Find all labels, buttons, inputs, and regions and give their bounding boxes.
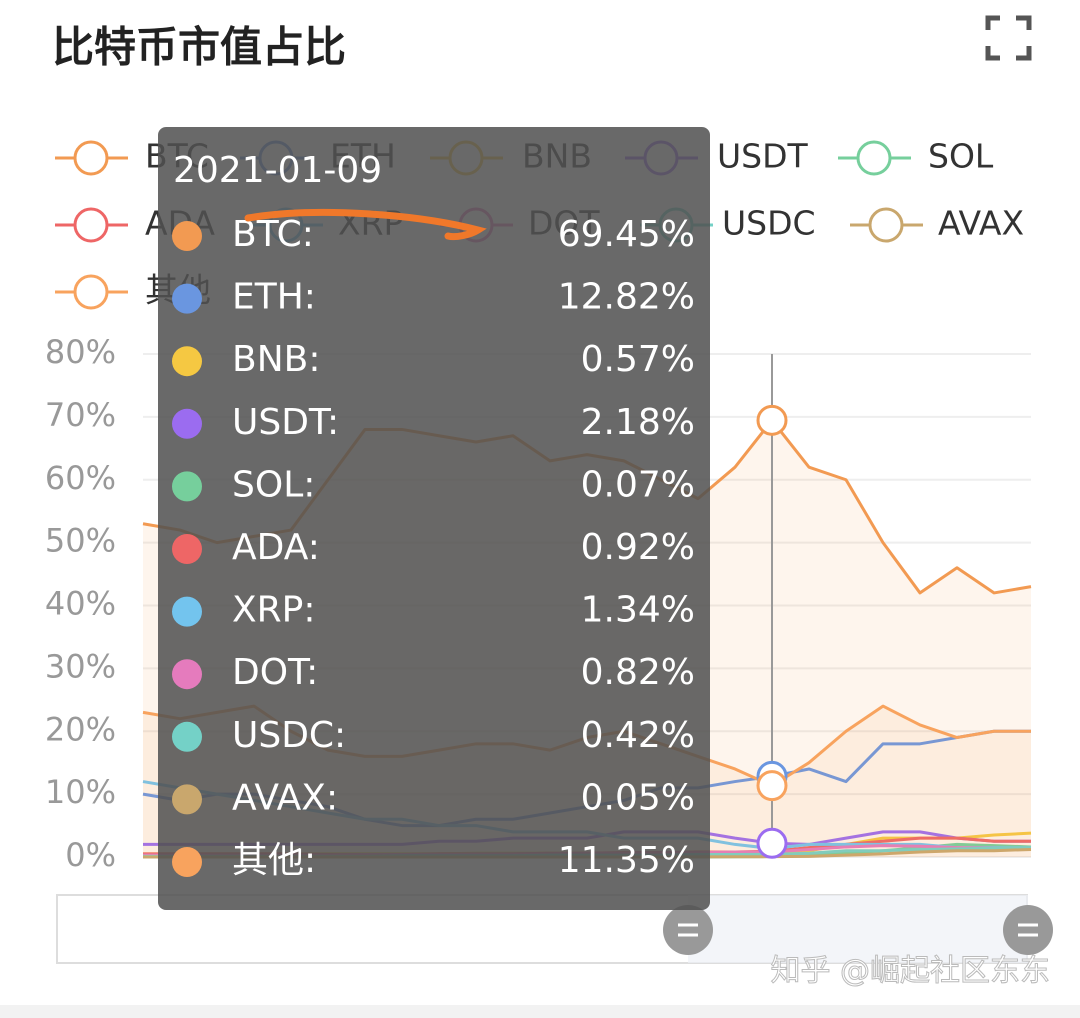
tooltip-value: 0.82% <box>581 652 695 693</box>
tooltip-label: SOL: <box>232 464 315 505</box>
highlight-point <box>756 827 788 859</box>
zoom-window[interactable] <box>688 895 1028 963</box>
legend-marker <box>73 207 109 243</box>
pen-scribble <box>244 208 487 241</box>
tooltip-label: BTC: <box>232 214 314 255</box>
tooltip-dot <box>172 283 202 314</box>
tooltip-label: BNB: <box>232 339 320 380</box>
highlight-point <box>756 770 788 802</box>
tooltip-value: 0.07% <box>581 464 695 505</box>
y-tick-label: 50% <box>45 522 116 560</box>
page-title: 比特币市值占比 <box>52 23 346 72</box>
tooltip-dot <box>172 784 202 815</box>
legend-marker <box>73 140 109 176</box>
tooltip-dot <box>172 596 202 627</box>
zoom-handle[interactable] <box>663 905 713 955</box>
legend-label: SOL <box>928 137 994 176</box>
y-tick-label: 80% <box>45 333 116 371</box>
tooltip-dot <box>172 847 202 877</box>
watermark: 知乎 @崛起社区东东 <box>770 954 1050 989</box>
tooltip-label: ETH: <box>232 277 316 318</box>
tooltip-box <box>158 127 710 910</box>
tooltip-dot <box>172 721 202 752</box>
legend-marker <box>868 207 904 243</box>
legend-marker <box>73 274 109 310</box>
legend-label: USDC <box>722 204 816 243</box>
tooltip-value: 2.18% <box>581 402 695 443</box>
bottom-bar <box>0 1005 1080 1018</box>
legend-item[interactable]: AVAX <box>850 204 1024 243</box>
y-tick-label: 40% <box>45 585 116 623</box>
tooltip-dot <box>172 221 202 251</box>
y-tick-label: 30% <box>45 647 116 685</box>
legend-marker <box>856 140 892 176</box>
fullscreen-icon[interactable] <box>985 15 1032 61</box>
highlight-point <box>756 404 788 436</box>
tooltip-dot <box>172 471 202 502</box>
tooltip-value: 69.45% <box>558 214 695 255</box>
y-tick-label: 0% <box>65 836 116 874</box>
tooltip-dot <box>172 408 202 439</box>
tooltip-value: 1.34% <box>581 590 695 631</box>
tooltip-value: 0.42% <box>581 715 695 756</box>
tooltip: 2021-01-09 BTC: 69.45% ETH: 12.82% BNB: 0.57%… <box>158 127 710 910</box>
tooltip-value: 11.35% <box>558 840 695 881</box>
zoom-handle[interactable] <box>1003 905 1053 955</box>
tooltip-label: USDT: <box>232 402 339 443</box>
legend-label: USDT <box>717 137 809 176</box>
tooltip-label: XRP: <box>232 590 316 631</box>
tooltip-label: 其他: <box>232 840 316 881</box>
tooltip-dot <box>172 534 202 564</box>
tooltip-label: USDC: <box>232 715 346 756</box>
y-tick-label: 20% <box>45 710 116 748</box>
y-tick-label: 60% <box>45 459 116 497</box>
handle-glyph <box>678 923 698 937</box>
tooltip-label: AVAX: <box>232 777 338 818</box>
tooltip-value: 0.57% <box>581 339 695 380</box>
tooltip-label: ADA: <box>232 527 320 568</box>
tooltip-value: 0.92% <box>581 527 695 568</box>
legend-item[interactable]: SOL <box>838 137 994 176</box>
tooltip-value: 0.05% <box>581 777 695 818</box>
tooltip-value: 12.82% <box>558 277 695 318</box>
y-tick-label: 10% <box>45 773 116 811</box>
tooltip-title: 2021-01-09 <box>173 150 382 191</box>
y-tick-label: 70% <box>45 396 116 434</box>
handle-glyph <box>1018 923 1038 937</box>
tooltip-label: DOT: <box>232 652 318 693</box>
legend-label: AVAX <box>938 204 1024 243</box>
tooltip-dot <box>172 346 202 377</box>
tooltip-dot <box>172 659 202 690</box>
fullscreen-glyph[interactable] <box>985 15 1032 61</box>
